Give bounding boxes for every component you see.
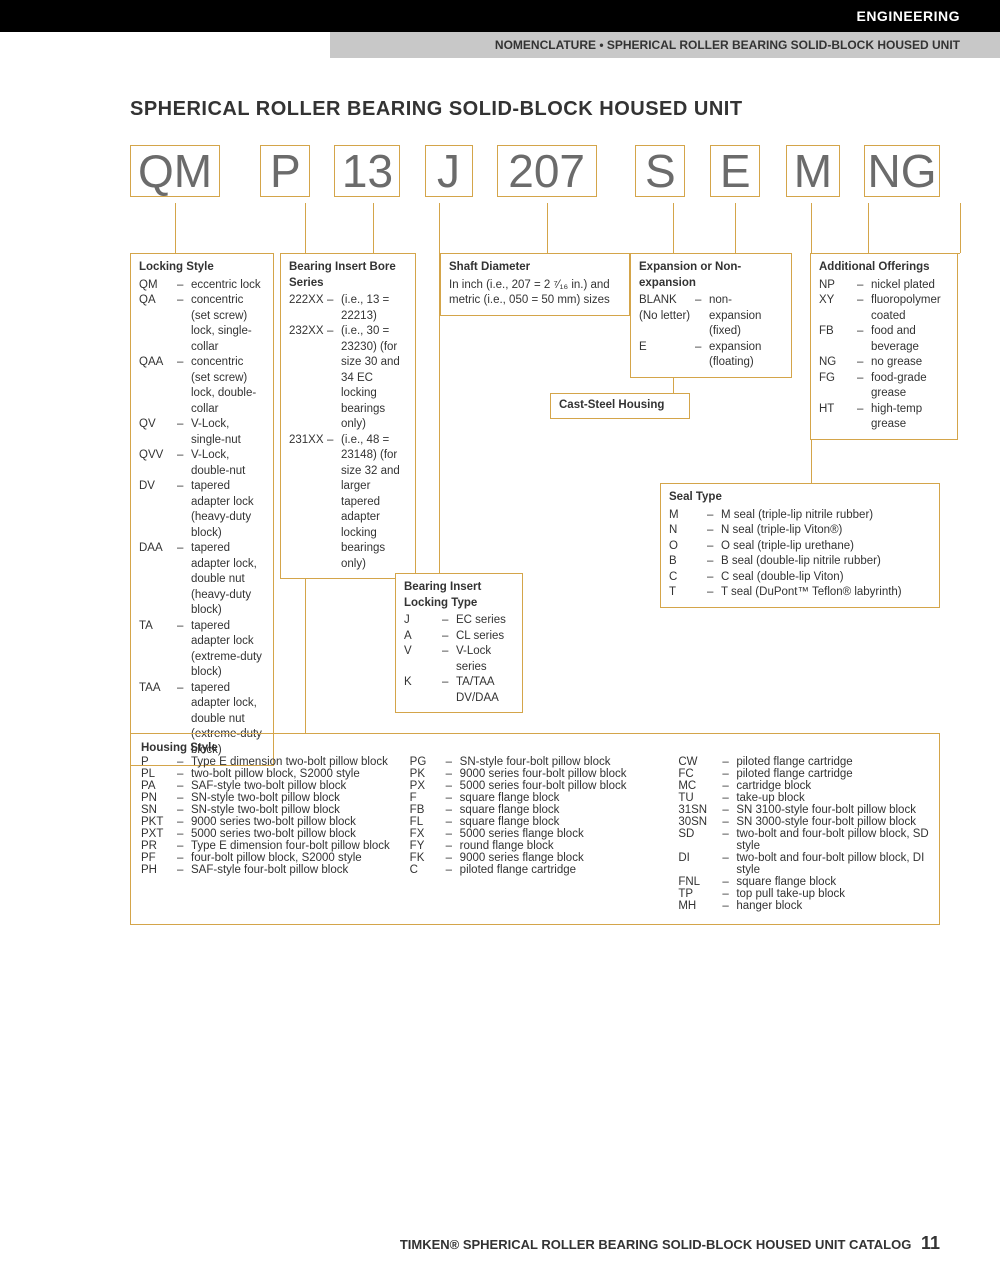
code-m: M <box>786 145 840 197</box>
definition-row: T–T seal (DuPont™ Teflon® labyrinth) <box>669 585 931 601</box>
definition-row: PL–two-bolt pillow block, S2000 style <box>141 768 392 780</box>
code-e: E <box>710 145 760 197</box>
definition-row: V–V-Lock series <box>404 644 514 675</box>
definition-row: K–TA/TAA DV/DAA <box>404 675 514 706</box>
definition-row: PG–SN-style four-bolt pillow block <box>410 756 661 768</box>
panel-locking-type: Bearing Insert Locking Type J–EC seriesA… <box>395 573 523 713</box>
definition-row: 231XX–(i.e., 48 = 23148) (for size 32 an… <box>289 433 407 573</box>
definition-row: PK–9000 series four-bolt pillow block <box>410 768 661 780</box>
definition-row: HT–high-temp grease <box>819 402 949 433</box>
definition-row: F–square flange block <box>410 792 661 804</box>
diagram-area: Locking Style QM–eccentric lockQA–concen… <box>130 203 940 913</box>
definition-row: QVV–V-Lock, double-nut <box>139 448 265 479</box>
header-section: ENGINEERING <box>0 0 1000 32</box>
definition-row: P–Type E dimension two-bolt pillow block <box>141 756 392 768</box>
definition-row: PKT–9000 series two-bolt pillow block <box>141 816 392 828</box>
definition-row: FC–piloted flange cartridge <box>678 768 929 780</box>
definition-row: SN–SN-style two-bolt pillow block <box>141 804 392 816</box>
definition-row: FY–round flange block <box>410 840 661 852</box>
definition-row: J–EC series <box>404 613 514 629</box>
definition-row: PA–SAF-style two-bolt pillow block <box>141 780 392 792</box>
definition-row: PX–5000 series four-bolt pillow block <box>410 780 661 792</box>
definition-row: NG–no grease <box>819 355 949 371</box>
definition-row: MH–hanger block <box>678 900 929 912</box>
code-j: J <box>425 145 473 197</box>
panel-seal: Seal Type M–M seal (triple-lip nitrile r… <box>660 483 940 608</box>
panel-additional: Additional Offerings NP–nickel platedXY–… <box>810 253 958 440</box>
definition-row: 31SN–SN 3100-style four-bolt pillow bloc… <box>678 804 929 816</box>
definition-row: 232XX–(i.e., 30 = 23230) (for size 30 an… <box>289 324 407 433</box>
code-qm: QM <box>130 145 220 197</box>
definition-row: QV–V-Lock, single-nut <box>139 417 265 448</box>
code-ng: NG <box>864 145 940 197</box>
definition-row: QA–concentric (set screw) lock, single-c… <box>139 293 265 355</box>
definition-row: FB–food and beverage <box>819 324 949 355</box>
definition-row: PN–SN-style two-bolt pillow block <box>141 792 392 804</box>
definition-row: TU–take-up block <box>678 792 929 804</box>
panel-locking-style: Locking Style QM–eccentric lockQA–concen… <box>130 253 274 766</box>
definition-row: PXT–5000 series two-bolt pillow block <box>141 828 392 840</box>
panel-cast-steel: Cast-Steel Housing <box>550 393 690 419</box>
definition-row: QAA–concentric (set screw) lock, double-… <box>139 355 265 417</box>
header-subtitle: NOMENCLATURE • SPHERICAL ROLLER BEARING … <box>330 32 1000 58</box>
page-number: 11 <box>921 1233 940 1253</box>
footer: TIMKEN® SPHERICAL ROLLER BEARING SOLID-B… <box>0 1233 1000 1254</box>
definition-row: O–O seal (triple-lip urethane) <box>669 539 931 555</box>
definition-row: CW–piloted flange cartridge <box>678 756 929 768</box>
definition-row: N–N seal (triple-lip Viton®) <box>669 523 931 539</box>
code-p: P <box>260 145 310 197</box>
definition-row: A–CL series <box>404 629 514 645</box>
definition-row: QM–eccentric lock <box>139 278 265 294</box>
definition-row: FNL–square flange block <box>678 876 929 888</box>
definition-row: DV–tapered adapter lock (heavy-duty bloc… <box>139 479 265 541</box>
definition-row: 222XX–(i.e., 13 = 22213) <box>289 293 407 324</box>
definition-row: FL–square flange block <box>410 816 661 828</box>
page-title: SPHERICAL ROLLER BEARING SOLID-BLOCK HOU… <box>130 98 940 121</box>
definition-row: DI–two-bolt and four-bolt pillow block, … <box>678 852 929 876</box>
definition-row: FX–5000 series flange block <box>410 828 661 840</box>
definition-row: C–C seal (double-lip Viton) <box>669 570 931 586</box>
definition-row: 30SN–SN 3000-style four-bolt pillow bloc… <box>678 816 929 828</box>
panel-shaft: Shaft Diameter In inch (i.e., 207 = 2 ⁷⁄… <box>440 253 630 316</box>
definition-row: FB–square flange block <box>410 804 661 816</box>
definition-row: SD–two-bolt and four-bolt pillow block, … <box>678 828 929 852</box>
definition-row: C–piloted flange cartridge <box>410 864 661 876</box>
definition-row: TA–tapered adapter lock (extreme-duty bl… <box>139 619 265 681</box>
code-13: 13 <box>334 145 400 197</box>
definition-row: M–M seal (triple-lip nitrile rubber) <box>669 508 931 524</box>
definition-row: PF–four-bolt pillow block, S2000 style <box>141 852 392 864</box>
definition-row: FK–9000 series flange block <box>410 852 661 864</box>
definition-row: PR–Type E dimension four-bolt pillow blo… <box>141 840 392 852</box>
definition-row: MC–cartridge block <box>678 780 929 792</box>
definition-row: B–B seal (double-lip nitrile rubber) <box>669 554 931 570</box>
panel-housing-style: Housing Style P–Type E dimension two-bol… <box>130 733 940 925</box>
definition-row: FG–food-grade grease <box>819 371 949 402</box>
definition-row: XY–fluoropolymer coated <box>819 293 949 324</box>
panel-expansion: Expansion or Non-expansion BLANK (No let… <box>630 253 792 378</box>
definition-row: NP–nickel plated <box>819 278 949 294</box>
definition-row: PH–SAF-style four-bolt pillow block <box>141 864 392 876</box>
code-207: 207 <box>497 145 597 197</box>
definition-row: TP–top pull take-up block <box>678 888 929 900</box>
nomenclature-code: QM P 13 J 207 S E M NG <box>130 145 940 197</box>
definition-row: DAA–tapered adapter lock, double nut (he… <box>139 541 265 619</box>
panel-bore-series: Bearing Insert Bore Series 222XX–(i.e., … <box>280 253 416 579</box>
code-s: S <box>635 145 685 197</box>
